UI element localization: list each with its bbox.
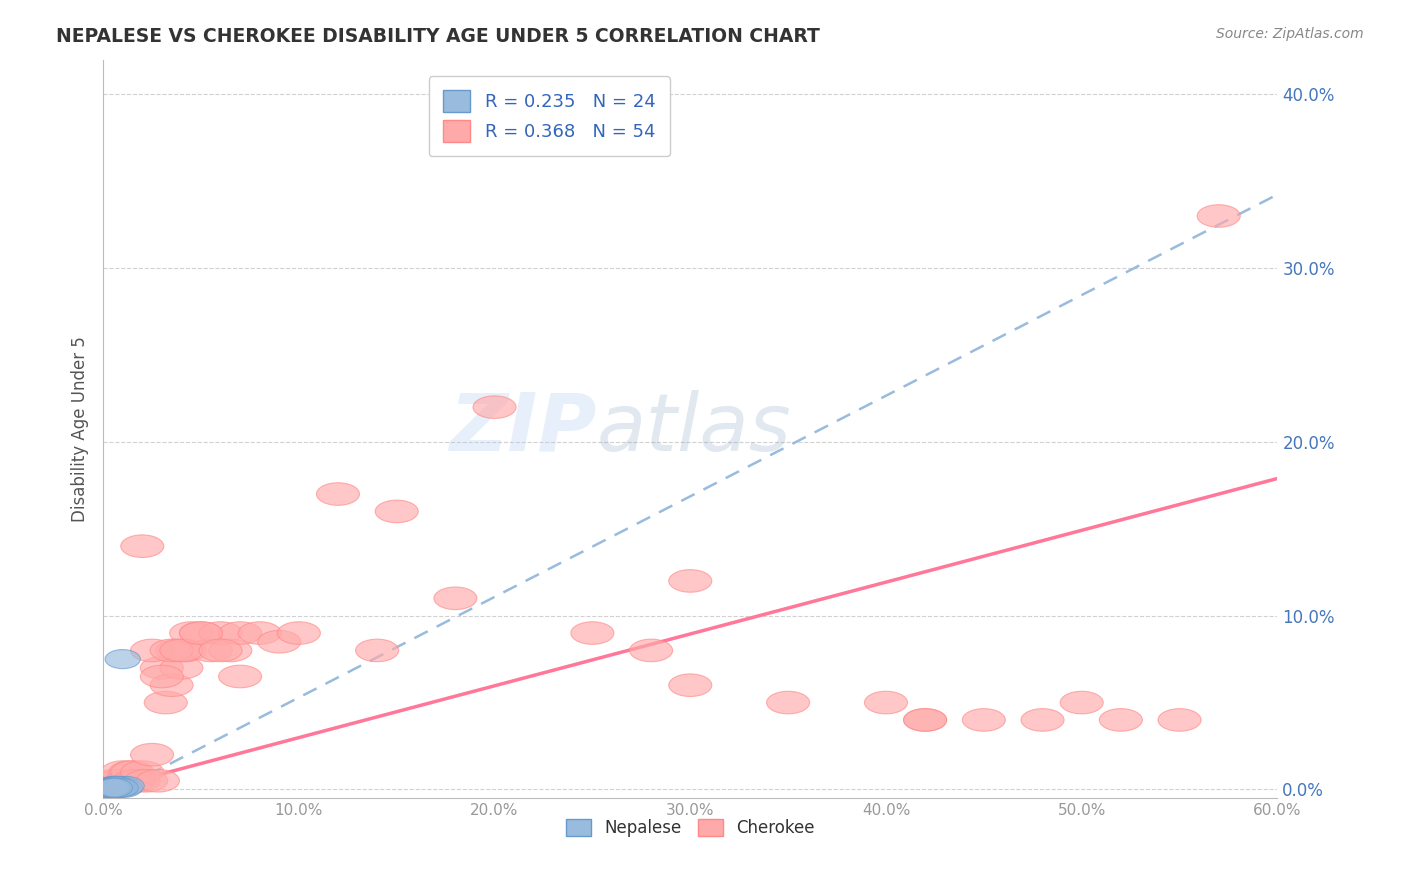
Text: NEPALESE VS CHEROKEE DISABILITY AGE UNDER 5 CORRELATION CHART: NEPALESE VS CHEROKEE DISABILITY AGE UNDE… [56,27,820,45]
Ellipse shape [90,778,125,797]
Ellipse shape [96,778,131,797]
Ellipse shape [962,708,1005,731]
Ellipse shape [434,587,477,609]
Ellipse shape [1159,708,1201,731]
Ellipse shape [904,708,946,731]
Ellipse shape [257,631,301,653]
Ellipse shape [1021,708,1064,731]
Text: Source: ZipAtlas.com: Source: ZipAtlas.com [1216,27,1364,41]
Ellipse shape [180,622,222,644]
Ellipse shape [160,657,202,679]
Ellipse shape [121,535,165,558]
Ellipse shape [103,778,138,797]
Ellipse shape [107,778,142,797]
Ellipse shape [101,776,136,796]
Ellipse shape [91,778,127,797]
Ellipse shape [93,778,128,797]
Ellipse shape [630,640,672,662]
Ellipse shape [105,776,141,796]
Ellipse shape [200,622,242,644]
Ellipse shape [571,622,614,644]
Ellipse shape [141,657,183,679]
Ellipse shape [131,743,173,766]
Ellipse shape [238,622,281,644]
Ellipse shape [1197,204,1240,227]
Text: ZIP: ZIP [449,390,596,468]
Ellipse shape [766,691,810,714]
Ellipse shape [97,776,132,796]
Ellipse shape [110,761,152,783]
Ellipse shape [136,770,180,792]
Ellipse shape [156,640,200,662]
Ellipse shape [160,640,202,662]
Ellipse shape [97,770,141,792]
Ellipse shape [180,622,222,644]
Ellipse shape [277,622,321,644]
Ellipse shape [110,776,145,796]
Ellipse shape [150,673,193,697]
Ellipse shape [103,778,138,797]
Ellipse shape [669,570,711,592]
Ellipse shape [125,770,167,792]
Ellipse shape [472,396,516,418]
Ellipse shape [93,778,128,797]
Ellipse shape [218,665,262,688]
Ellipse shape [100,776,135,796]
Ellipse shape [93,778,128,797]
Ellipse shape [141,665,183,688]
Ellipse shape [375,500,418,523]
Ellipse shape [100,778,135,797]
Ellipse shape [200,640,242,662]
Ellipse shape [1060,691,1104,714]
Ellipse shape [97,778,132,797]
Legend: Nepalese, Cherokee: Nepalese, Cherokee [557,810,823,846]
Ellipse shape [145,691,187,714]
Ellipse shape [904,708,946,731]
Ellipse shape [190,640,232,662]
Text: atlas: atlas [596,390,792,468]
Ellipse shape [91,778,127,797]
Ellipse shape [121,761,165,783]
Ellipse shape [865,691,907,714]
Ellipse shape [218,622,262,644]
Ellipse shape [1099,708,1142,731]
Ellipse shape [97,776,132,796]
Ellipse shape [170,622,212,644]
Ellipse shape [209,640,252,662]
Ellipse shape [105,770,148,792]
Ellipse shape [316,483,360,506]
Ellipse shape [111,761,155,783]
Ellipse shape [131,640,173,662]
Ellipse shape [101,761,145,783]
Ellipse shape [112,770,156,792]
Ellipse shape [101,778,136,797]
Ellipse shape [97,778,132,797]
Ellipse shape [91,770,135,792]
Ellipse shape [356,640,399,662]
Ellipse shape [669,673,711,697]
Ellipse shape [96,776,131,796]
Y-axis label: Disability Age Under 5: Disability Age Under 5 [72,336,89,522]
Ellipse shape [105,649,141,669]
Ellipse shape [100,778,135,797]
Ellipse shape [150,640,193,662]
Ellipse shape [96,778,131,797]
Ellipse shape [117,770,160,792]
Ellipse shape [165,640,207,662]
